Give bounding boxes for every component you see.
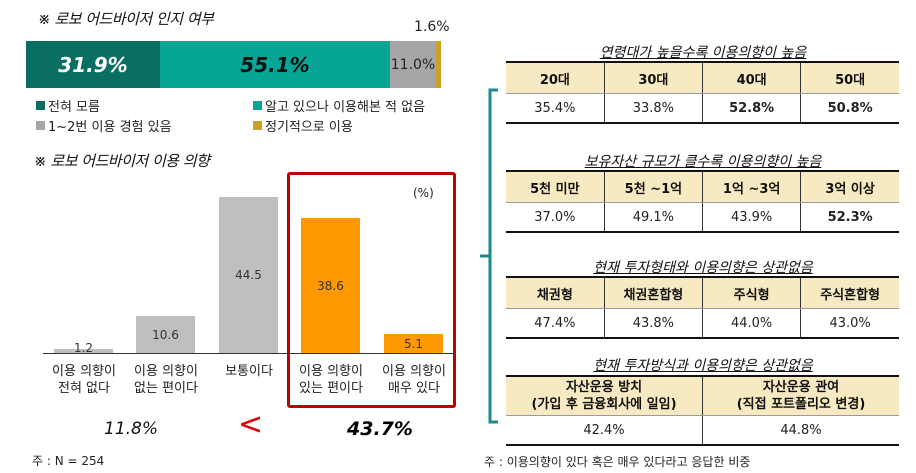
awareness-stacked-bar: 31.9% 55.1% 11.0% <box>26 41 441 88</box>
x-label-line: 이용 의향이 <box>299 364 363 379</box>
bar-value-label: 1.2 <box>73 341 94 355</box>
sample-size-note: 주 : N = 254 <box>32 454 105 468</box>
table-cell: 42.4% <box>506 415 703 446</box>
table-title-assets: 보유자산 규모가 클수록 이용의향이 높음 <box>584 154 822 170</box>
x-label-strongly-unwilling: 이용 의향이 전혀 없다 <box>42 363 126 397</box>
table-cell: 35.4% <box>506 93 605 124</box>
table-cell: 43.0% <box>800 308 899 339</box>
table-header: 자산운용 방치 (가입 후 금융회사에 일임) <box>506 375 703 416</box>
x-label-unwilling: 이용 의향이 없는 편이다 <box>124 363 208 397</box>
table-cell: 50.8% <box>800 93 899 124</box>
table-header: 40대 <box>701 61 801 94</box>
table-header: 20대 <box>506 61 605 94</box>
table-cell: 44.0% <box>701 308 801 339</box>
table-header: 채권형 <box>506 276 605 309</box>
table-header: 30대 <box>603 61 703 94</box>
segment-unaware: 31.9% <box>26 41 160 88</box>
outside-value-label: 1.6% <box>414 19 450 35</box>
table-cell: 43.8% <box>603 308 703 339</box>
x-label-line: 없는 편이다 <box>134 381 198 396</box>
table-assets: 5천 미만 5천 ~1억 1억 ~3억 3억 이상 37.0% 49.1% 43… <box>506 170 899 233</box>
x-label-line: 전혀 없다 <box>58 381 110 396</box>
table-header: 5천 미만 <box>506 170 605 203</box>
table-header: 3억 이상 <box>800 170 899 203</box>
bar-unwilling: 10.6 <box>136 316 195 353</box>
table-cell: 52.3% <box>800 202 899 233</box>
table-header: 주식형 <box>701 276 801 309</box>
table-age: 20대 30대 40대 50대 35.4% 33.8% 52.8% 50.8% <box>506 61 899 124</box>
unit-label: (%) <box>413 186 434 200</box>
table-investment-type: 채권형 채권혼합형 주식형 주식혼합형 47.4% 43.8% 44.0% 43… <box>506 276 899 339</box>
segment-used-once-twice: 11.0% <box>390 41 436 88</box>
table-title-age: 연령대가 높을수록 이용의향이 높음 <box>599 45 807 61</box>
awareness-title: ※ 로보 어드바이저 인지 여부 <box>38 10 214 28</box>
table-header: 1억 ~3억 <box>701 170 801 203</box>
table-cell: 37.0% <box>506 202 605 233</box>
header-line: 자산운용 방치 <box>565 380 643 395</box>
table-header: 주식혼합형 <box>800 276 899 309</box>
table-header: 채권혼합형 <box>603 276 703 309</box>
legend-swatch-icon <box>253 101 262 110</box>
legend-item-regular-use: 정기적으로 이용 <box>253 116 353 135</box>
legend-swatch-icon <box>36 121 45 130</box>
x-label-line: 매우 있다 <box>388 381 440 396</box>
segment-aware-not-used: 55.1% <box>160 41 390 88</box>
less-than-symbol: < <box>238 407 264 442</box>
table-cell: 33.8% <box>603 93 703 124</box>
legend-swatch-icon <box>253 121 262 130</box>
right-footnote: 주 : 이용의향이 있다 혹은 매우 있다라고 응답한 비중 <box>484 455 751 469</box>
table-cell: 47.4% <box>506 308 605 339</box>
x-label-line: 있는 편이다 <box>299 381 363 396</box>
table-header: 50대 <box>800 61 899 94</box>
bracket-icon <box>480 88 498 424</box>
positive-total: 43.7% <box>347 418 413 440</box>
legend-item-used-once-twice: 1~2번 이용 경험 있음 <box>36 116 172 135</box>
x-label-neutral: 보통이다 <box>207 363 291 380</box>
legend-label: 1~2번 이용 경험 있음 <box>48 120 172 135</box>
x-axis-baseline <box>43 353 455 354</box>
segment-regular-use <box>436 41 441 88</box>
table-header: 5천 ~1억 <box>603 170 703 203</box>
bar-strongly-unwilling <box>54 349 113 353</box>
legend-label: 알고 있으나 이용해본 적 없음 <box>265 100 426 115</box>
header-line: 자산운용 관여 <box>762 380 840 395</box>
bar-very-willing: 5.1 <box>384 334 443 353</box>
x-label-very-willing: 이용 의향이 매우 있다 <box>372 363 456 397</box>
table-cell: 44.8% <box>702 415 899 446</box>
legend-item-unaware: 전혀 모름 <box>36 96 100 115</box>
table-cell: 43.9% <box>701 202 801 233</box>
header-line: (가입 후 금융회사에 일임) <box>531 397 677 412</box>
legend-label: 정기적으로 이용 <box>265 120 353 135</box>
table-cell: 52.8% <box>701 93 801 124</box>
x-label-line: 보통이다 <box>225 364 273 379</box>
table-investment-method: 자산운용 방치 (가입 후 금융회사에 일임) 자산운용 관여 (직접 포트폴리… <box>506 375 899 446</box>
intention-title: ※ 로보 어드바이저 이용 의향 <box>34 152 210 170</box>
bar-willing: 38.6 <box>301 218 360 353</box>
legend-item-aware-not-used: 알고 있으나 이용해본 적 없음 <box>253 96 425 115</box>
table-cell: 49.1% <box>603 202 703 233</box>
table-title-investment-type: 현재 투자형태와 이용의향은 상관없음 <box>593 260 813 276</box>
table-title-investment-method: 현재 투자방식과 이용의향은 상관없음 <box>593 358 813 374</box>
table-header: 자산운용 관여 (직접 포트폴리오 변경) <box>702 375 899 416</box>
legend-label: 전혀 모름 <box>48 100 100 115</box>
x-label-line: 이용 의향이 <box>134 364 198 379</box>
header-line: (직접 포트폴리오 변경) <box>736 397 866 412</box>
highlight-box <box>287 172 456 408</box>
x-label-line: 이용 의향이 <box>52 364 116 379</box>
x-label-willing: 이용 의향이 있는 편이다 <box>289 363 373 397</box>
bar-neutral: 44.5 <box>219 197 278 353</box>
negative-total: 11.8% <box>104 419 159 439</box>
x-label-line: 이용 의향이 <box>382 364 446 379</box>
legend-swatch-icon <box>36 101 45 110</box>
